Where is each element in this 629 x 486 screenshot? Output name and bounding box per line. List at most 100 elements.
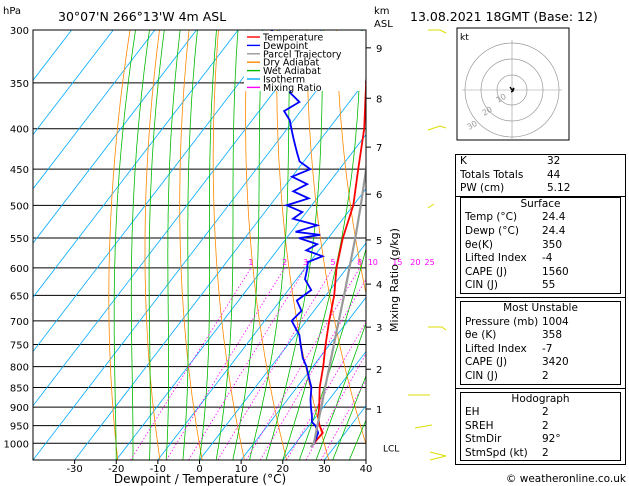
pressure-tick-label: 600 [10, 264, 29, 275]
index-key: K [460, 155, 467, 167]
mu-value: 3420 [542, 356, 569, 369]
surface-key: Temp (°C) [465, 211, 518, 224]
mu-row: Lifted Index -7 [461, 343, 620, 357]
pressure-tick-label: 650 [10, 291, 29, 302]
isotherm-line [33, 30, 114, 136]
location-title: 30°07'N 266°13'W 4m ASL [58, 9, 226, 24]
hodo-value: 92° [542, 433, 561, 446]
hpa-label: hPa [3, 6, 21, 17]
surface-value: 24.4 [542, 211, 566, 224]
km-tick-label: 4 [376, 280, 382, 291]
mu-row: CIN (J) 2 [461, 370, 620, 384]
mu-row: θe (K) 358 [461, 329, 620, 343]
isotherm-line [33, 30, 156, 190]
hodo-key: StmDir [465, 433, 502, 446]
mu-key: θe (K) [465, 329, 497, 342]
mu-row: Pressure (mb) 1004 [461, 316, 620, 330]
wind-barbs [408, 29, 447, 461]
wet-adiabat-line [199, 30, 217, 460]
hodo-key: EH [465, 406, 480, 419]
x-tick-label: 30 [318, 464, 331, 475]
km-tick-label: 2 [376, 365, 382, 376]
surface-row: CIN (J) 55 [461, 279, 620, 293]
surface-value: 1560 [542, 265, 569, 278]
legend-entry: Parcel Trajectory [263, 49, 342, 60]
surface-title: Surface [520, 197, 561, 210]
isotherm-line [74, 79, 366, 460]
x-tick-label: -30 [66, 464, 82, 475]
km-tick-label: 1 [376, 405, 382, 416]
isotherm-line [33, 30, 239, 298]
pressure-tick-label: 350 [10, 79, 29, 90]
surface-value: 24.4 [542, 224, 566, 237]
mu-value: 1004 [542, 315, 569, 328]
hodograph-trace [509, 86, 515, 93]
mixing-ratio-line [188, 267, 306, 460]
km-tick-label: 9 [376, 44, 382, 55]
mixing-ratio-label: 20 [410, 258, 420, 267]
mu-key: CAPE (J) [465, 356, 508, 369]
wind-barb-500 [427, 203, 435, 209]
dry-adiabat-line [336, 30, 366, 296]
dry-adiabat-line [212, 30, 245, 460]
hodo-value: 2 [542, 446, 549, 459]
isotherm-line [115, 133, 366, 460]
dry-adiabat-line [179, 30, 203, 460]
mu-key: Pressure (mb) [465, 315, 539, 328]
isotherm-line [33, 30, 197, 244]
hodograph-title: Hodograph [511, 392, 570, 405]
pressure-tick-label: 400 [10, 125, 29, 136]
km-tick-label: 7 [376, 143, 382, 154]
km-tick-label: 6 [376, 190, 382, 201]
hodograph-kt-label: kt [460, 33, 469, 43]
most-unstable-title: Most Unstable [503, 301, 578, 314]
legend-entry: Dewpoint [263, 41, 308, 52]
x-tick-label: 0 [196, 464, 202, 475]
index-row: Totals Totals 44 [456, 169, 625, 183]
km-tick-label: 5 [376, 236, 382, 247]
pressure-tick-label: 450 [10, 165, 29, 176]
km-label: km [374, 6, 390, 17]
dry-adiabat-line [245, 30, 287, 460]
x-tick-label: -10 [150, 464, 166, 475]
hodo-row: StmSpd (kt) 2 [461, 447, 620, 461]
surface-key: CIN (J) [465, 279, 498, 292]
wind-barb-400 [427, 125, 447, 131]
pressure-tick-label: 800 [10, 363, 29, 374]
mixing-ratio-axis-label: Mixing Ratio (g/kg) [388, 228, 401, 332]
pressure-tick-label: 1000 [4, 439, 29, 450]
wind-barb-300 [428, 29, 447, 34]
hodo-row: EH 2 [461, 406, 620, 420]
dry-adiabat-line [144, 30, 161, 460]
surface-row: Dewp (°C) 24.4 [461, 225, 620, 239]
x-tick-label: 20 [276, 464, 289, 475]
legend-entry: Isotherm [263, 75, 305, 86]
surface-row: Lifted Index -4 [461, 252, 620, 266]
mixing-ratio-label: 3 [303, 258, 308, 267]
legend-box [244, 31, 365, 91]
isotherm-line [199, 242, 366, 460]
wet-adiabat-line [232, 30, 263, 460]
copyright: © weatheronline.co.uk [506, 473, 627, 485]
mu-value: -7 [542, 342, 553, 355]
most-unstable-section: Most Unstable Pressure (mb) 1004 θe (K) 35… [456, 296, 625, 385]
isotherm-line [157, 188, 366, 460]
series-parcel-trajectory [309, 161, 366, 448]
surface-key: θe(K) [465, 238, 493, 251]
x-axis-label: Dewpoint / Temperature (°C) [114, 472, 286, 486]
pressure-tick-label: 500 [10, 201, 29, 212]
index-row: K 32 [456, 155, 625, 169]
wet-adiabat-line [282, 30, 362, 460]
index-value: 5.12 [547, 182, 571, 195]
wet-adiabat-line [249, 30, 291, 460]
pressure-tick-label: 900 [10, 403, 29, 414]
mixing-ratio-label: 25 [425, 258, 435, 267]
mixing-ratio-line [320, 379, 366, 460]
mixing-ratio-line [166, 267, 286, 460]
mixing-ratio-label: 1 [248, 258, 253, 267]
legend-entry: Temperature [262, 33, 323, 44]
km-tick-label: 8 [376, 94, 382, 105]
surface-value: -4 [542, 252, 553, 265]
wind-barb-1000 [429, 451, 447, 461]
